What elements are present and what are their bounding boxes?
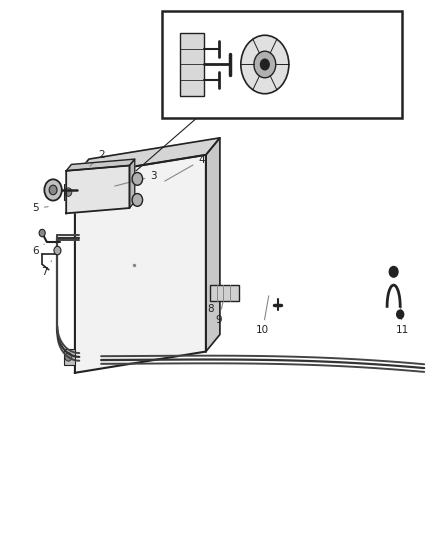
Text: 6: 6	[32, 244, 44, 255]
Text: 5: 5	[32, 203, 48, 213]
Circle shape	[44, 179, 62, 200]
Circle shape	[65, 353, 72, 361]
Circle shape	[49, 185, 57, 195]
Text: 2: 2	[90, 150, 104, 166]
Polygon shape	[75, 155, 206, 373]
Text: 8: 8	[207, 293, 216, 314]
Bar	[180, 33, 204, 96]
Text: 1: 1	[190, 54, 230, 71]
Circle shape	[254, 51, 276, 78]
Circle shape	[39, 229, 45, 237]
Polygon shape	[130, 159, 135, 208]
Circle shape	[241, 35, 289, 94]
Text: 7: 7	[41, 261, 52, 277]
Bar	[64, 184, 75, 200]
Polygon shape	[206, 138, 220, 352]
Circle shape	[54, 246, 61, 255]
Circle shape	[65, 188, 72, 196]
Bar	[162, 11, 403, 118]
Text: 10: 10	[256, 296, 269, 335]
Circle shape	[261, 59, 269, 70]
Text: 9: 9	[215, 293, 225, 325]
Circle shape	[397, 310, 404, 319]
Circle shape	[389, 266, 398, 277]
Text: 3: 3	[115, 171, 157, 186]
Circle shape	[132, 193, 143, 206]
Polygon shape	[66, 159, 135, 171]
Text: 4: 4	[165, 155, 205, 181]
Bar	[210, 285, 239, 301]
Circle shape	[132, 173, 143, 185]
Text: 11: 11	[396, 304, 409, 335]
Polygon shape	[75, 138, 220, 176]
Polygon shape	[66, 165, 130, 213]
Bar	[64, 349, 75, 365]
